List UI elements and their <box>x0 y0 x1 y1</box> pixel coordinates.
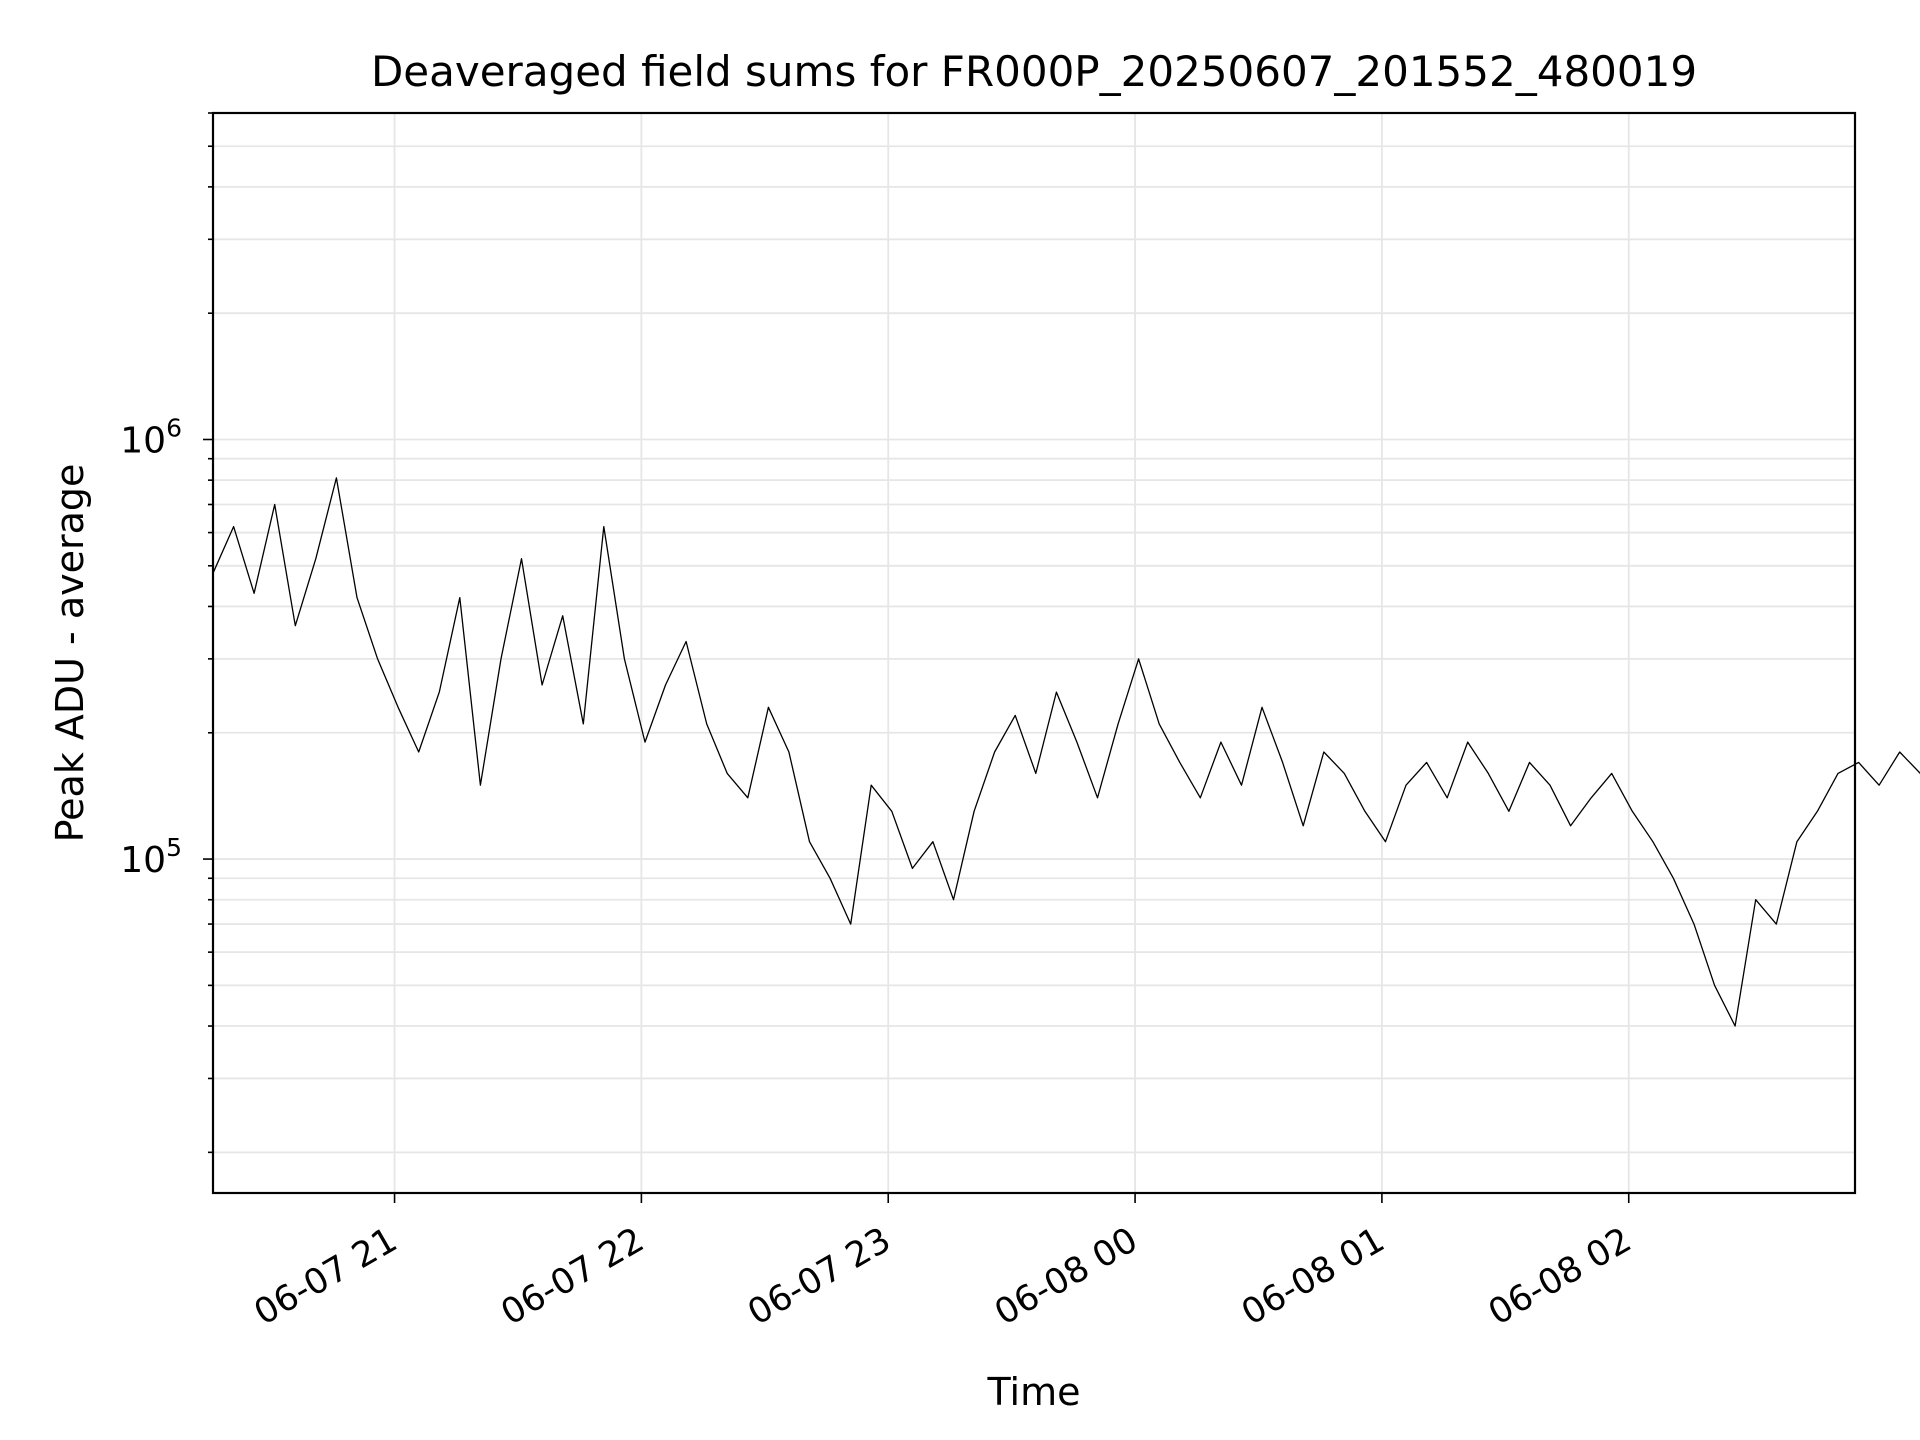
series-layer <box>212 477 1920 1027</box>
y-tick-label: 106 <box>120 413 182 461</box>
plot-frame <box>211 111 1857 1195</box>
x-axis-label: Time <box>987 1370 1081 1414</box>
y-axis-label: Peak ADU - average <box>48 464 92 843</box>
data-series-line <box>212 477 1920 1027</box>
y-tick-label: 105 <box>120 833 182 881</box>
ticks <box>203 112 1630 1203</box>
chart-title: Deaveraged field sums for FR000P_2025060… <box>371 47 1697 96</box>
